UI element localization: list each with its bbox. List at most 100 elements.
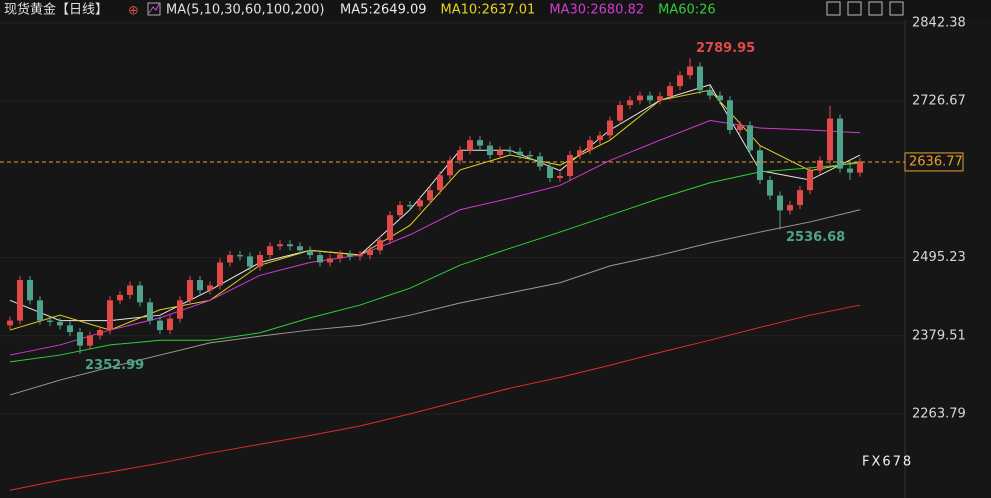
candle-body (857, 161, 863, 173)
candle-body (177, 300, 183, 319)
candle-body (37, 300, 43, 321)
tool-button[interactable] (868, 1, 883, 16)
candle-body (717, 95, 723, 101)
candle-body (7, 320, 13, 326)
candle-body (367, 250, 373, 256)
candle-body (237, 255, 243, 257)
legend-entry: MA5:2649.09 (340, 3, 427, 18)
candle-body (587, 140, 593, 151)
candle-body (337, 254, 343, 259)
candle-body (417, 200, 423, 207)
candle-body (597, 135, 603, 141)
candle-body (97, 330, 103, 336)
candle-body (327, 258, 333, 263)
tool-button[interactable] (847, 1, 862, 16)
candle-body (707, 90, 713, 96)
candle-body (767, 180, 773, 196)
candle-body (357, 255, 363, 257)
candle-body (127, 285, 133, 295)
ma-line (9, 304, 861, 491)
candle-body (787, 205, 793, 211)
candle-body (47, 320, 53, 322)
candle-body (317, 255, 323, 263)
candle-body (727, 100, 733, 131)
candle-body (497, 150, 503, 156)
candle-body (267, 246, 273, 256)
candle-body (407, 205, 413, 207)
candle-body (157, 320, 163, 331)
candle-body (527, 155, 533, 157)
candle-body (547, 166, 553, 179)
candle-body (117, 294, 123, 301)
candle-body (107, 300, 113, 331)
ma-line (9, 209, 861, 396)
candle-body (297, 246, 303, 251)
candle-body (627, 100, 633, 106)
candle-body (607, 120, 613, 136)
candle-body (847, 168, 853, 173)
candle-body (697, 66, 703, 91)
candle-body (657, 96, 663, 101)
candle-body (637, 95, 643, 101)
candle-body (647, 95, 653, 101)
candle-body (147, 302, 153, 321)
candle-body (837, 118, 843, 169)
candle-body (347, 254, 353, 257)
candle-body (617, 105, 623, 121)
candle-body (307, 250, 313, 256)
ma-icon-line (148, 3, 160, 14)
settings-icon[interactable]: ⊕ (128, 4, 139, 19)
ma-params: MA(5,10,30,60,100,200) (166, 3, 324, 18)
candle-body (187, 280, 193, 301)
candle-body (557, 175, 563, 179)
candle-body (807, 170, 813, 191)
candle-body (467, 140, 473, 151)
candle-body (567, 155, 573, 176)
high-annotation: 2789.95 (696, 41, 755, 56)
candle-body (137, 285, 143, 303)
ma-icon[interactable] (147, 2, 161, 16)
candle-body (687, 66, 693, 76)
watermark: FX678 (862, 455, 913, 470)
candle-body (777, 195, 783, 211)
y-tick-label: 2842.38 (912, 15, 966, 30)
y-tick-label: 2495.23 (912, 250, 966, 265)
y-tick-label: 2379.51 (912, 328, 966, 343)
candle-body (247, 256, 253, 267)
toolbar (826, 1, 904, 16)
candle-body (747, 125, 753, 151)
candle-body (277, 244, 283, 247)
candle-body (167, 318, 173, 331)
candle-body (197, 280, 203, 291)
candle-body (667, 86, 673, 97)
low-annotation: 2352.99 (85, 358, 144, 373)
candle-body (487, 145, 493, 156)
candle-body (477, 140, 483, 146)
last-price-label: 2636.77 (909, 154, 963, 169)
candle-body (677, 75, 683, 87)
candle-body (57, 321, 63, 326)
candle-body (377, 240, 383, 251)
candle-body (517, 151, 523, 156)
tool-button[interactable] (826, 1, 841, 16)
candle-body (77, 332, 83, 346)
candle-body (87, 335, 93, 346)
candle-body (217, 262, 223, 286)
candle-body (447, 160, 453, 176)
candle-body (437, 175, 443, 191)
candle-body (577, 150, 583, 156)
legend-entry: MA60:26 (658, 3, 716, 18)
instrument-title: 现货黄金【日线】 (4, 2, 108, 18)
candle-body (507, 150, 513, 152)
tool-button[interactable] (889, 1, 904, 16)
candle-body (227, 255, 233, 263)
candle-body (757, 150, 763, 181)
candle-body (67, 325, 73, 333)
low-annotation: 2536.68 (786, 230, 845, 245)
candle-body (27, 280, 33, 301)
y-tick-label: 2263.79 (912, 407, 966, 422)
candle-body (457, 150, 463, 161)
candle-body (427, 190, 433, 201)
